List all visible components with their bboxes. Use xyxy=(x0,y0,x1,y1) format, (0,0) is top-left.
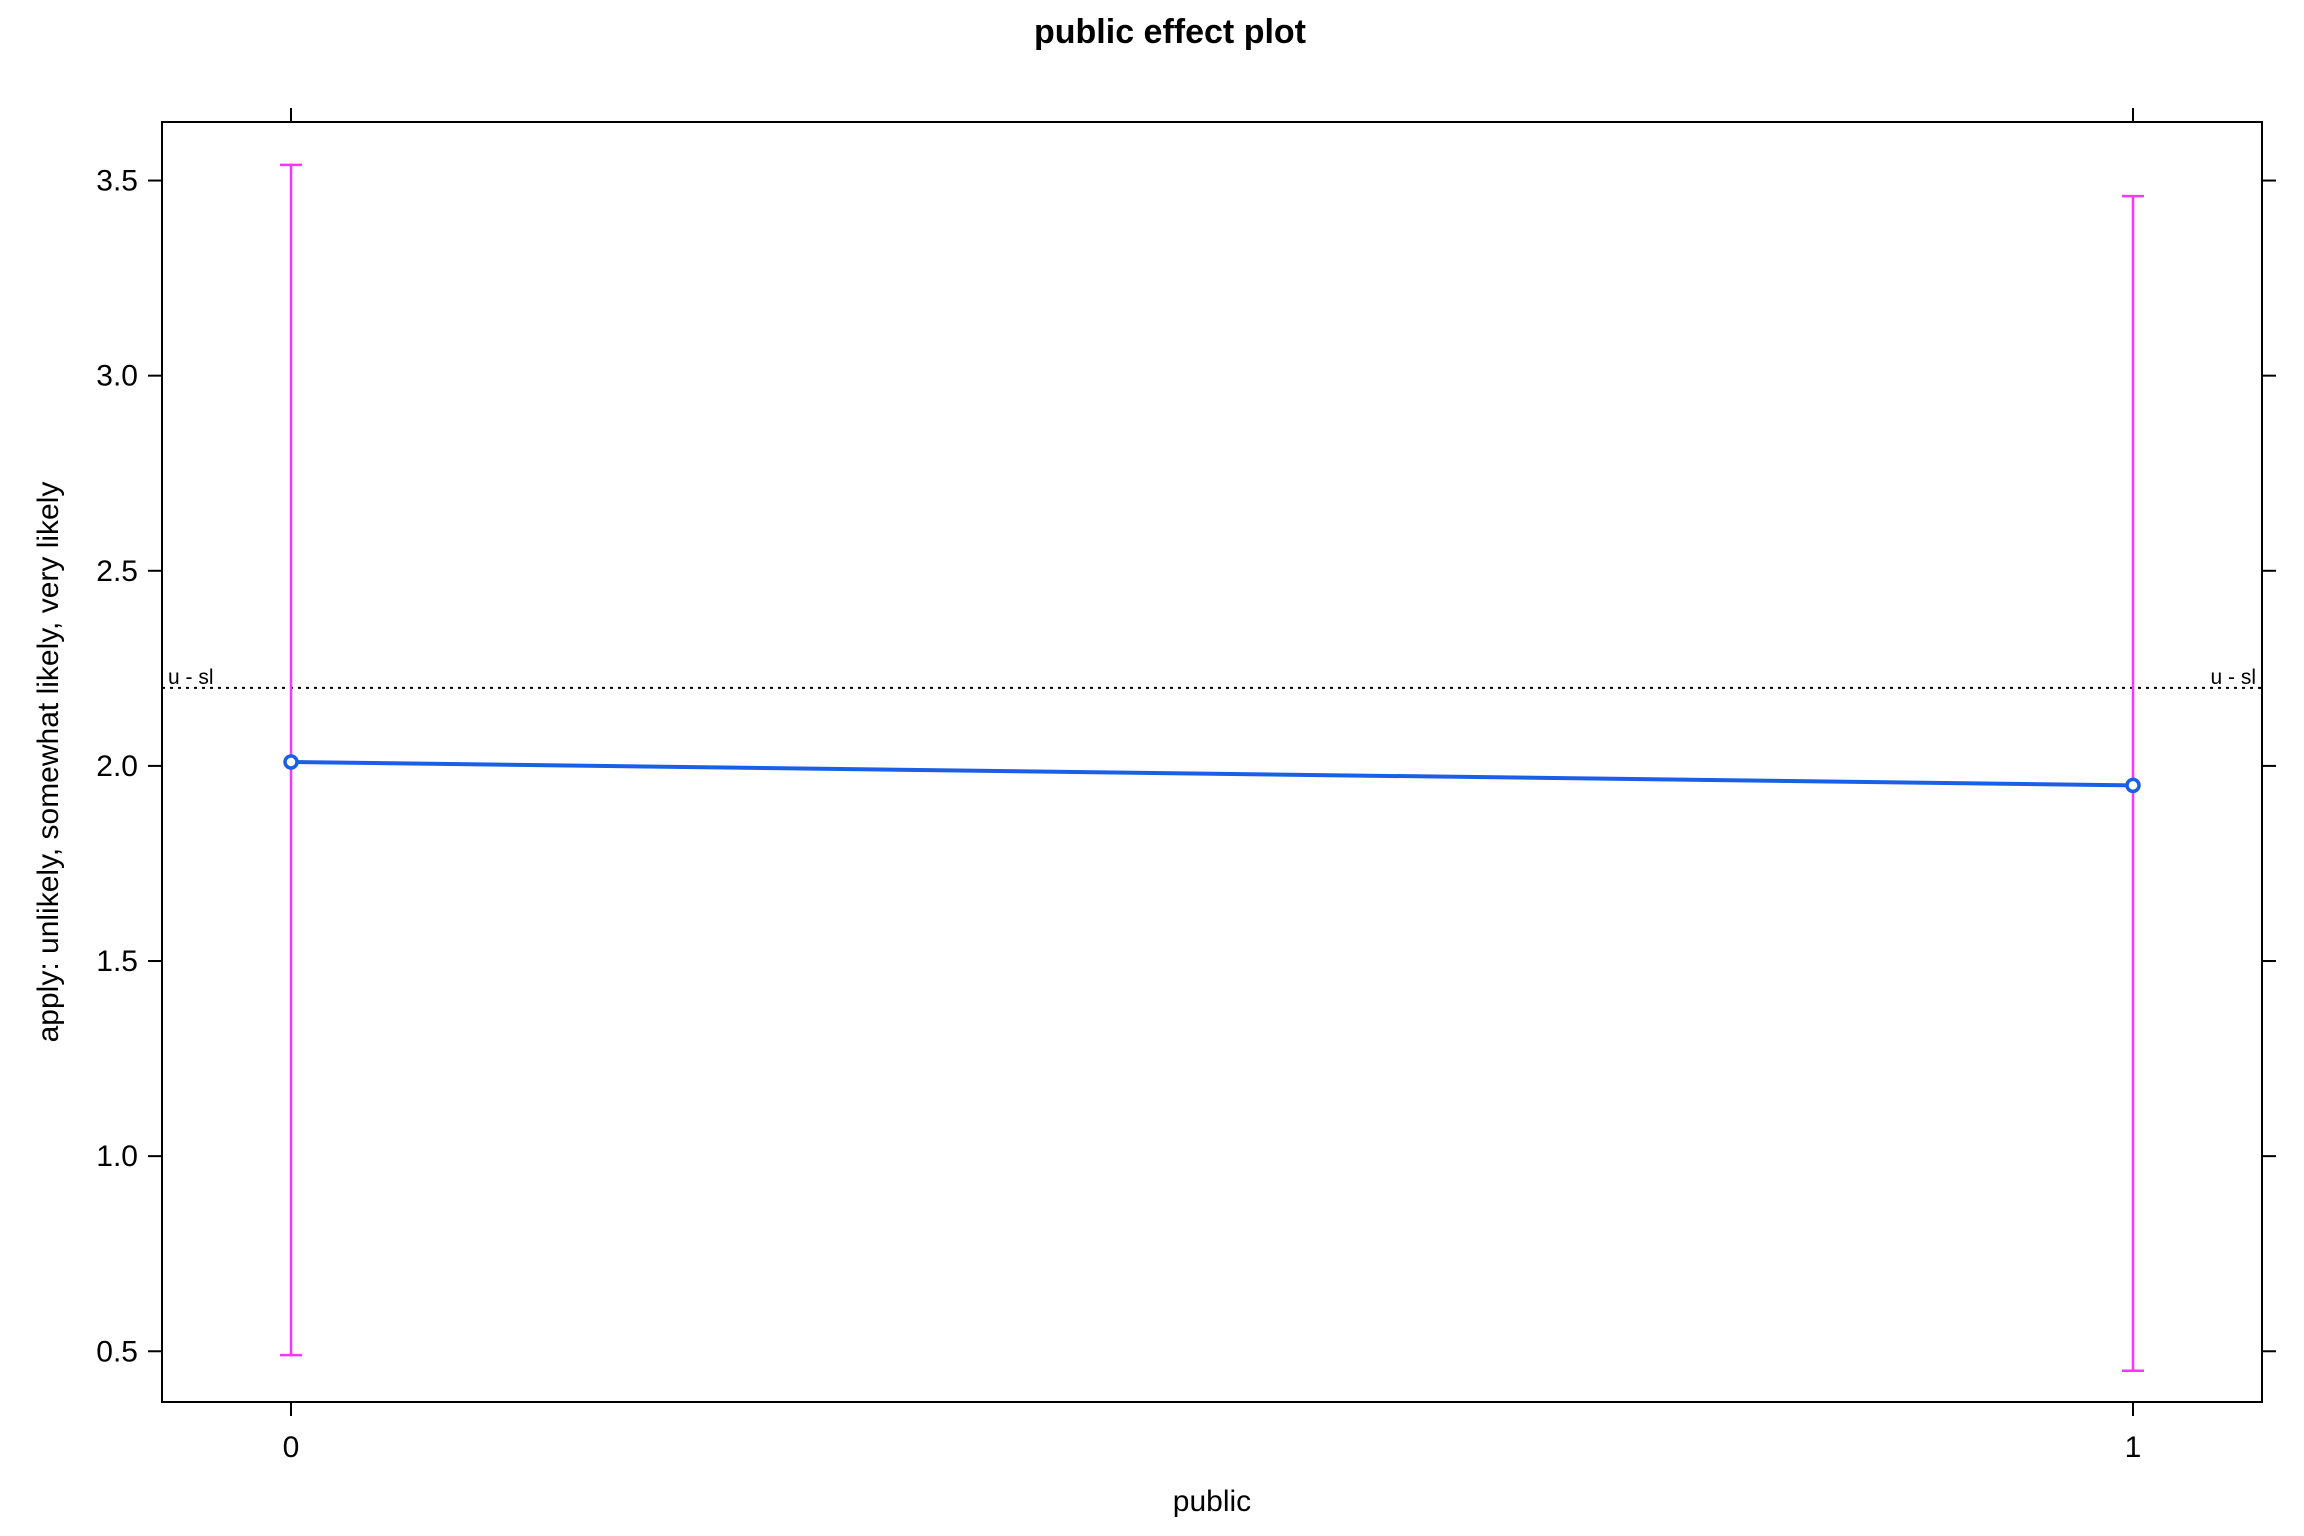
y-axis-label: apply: unlikely, somewhat likely, very l… xyxy=(32,482,65,1043)
threshold-group: u - sl u - sl xyxy=(162,666,2262,689)
x-axis-label: public xyxy=(1173,1485,1251,1518)
y-tick-label-0: 0.5 xyxy=(96,1335,138,1368)
plot-frame xyxy=(161,121,2263,1403)
chart-title: public effect plot xyxy=(1034,13,1306,51)
x-tick-label-0: 0 xyxy=(283,1431,300,1464)
data-point-0 xyxy=(283,754,299,770)
y-tick-label-2: 1.5 xyxy=(96,945,138,978)
threshold-label-left: u - sl xyxy=(168,666,214,689)
y-tick-label-3: 2.0 xyxy=(96,750,138,783)
y-tick-label-6: 3.5 xyxy=(96,165,138,198)
series-line-group xyxy=(283,754,2141,794)
y-tick-label-4: 2.5 xyxy=(96,555,138,588)
y-tick-label-1: 1.0 xyxy=(96,1140,138,1173)
threshold-label-right: u - sl xyxy=(2210,666,2256,689)
axis-ticks: 0.5 1.0 1.5 2.0 2.5 3.0 3.5 0 1 xyxy=(96,108,2276,1464)
series-line xyxy=(290,760,2134,788)
data-point-1 xyxy=(2125,777,2141,794)
x-tick-label-1: 1 xyxy=(2125,1431,2142,1464)
y-tick-label-5: 3.0 xyxy=(96,360,138,393)
